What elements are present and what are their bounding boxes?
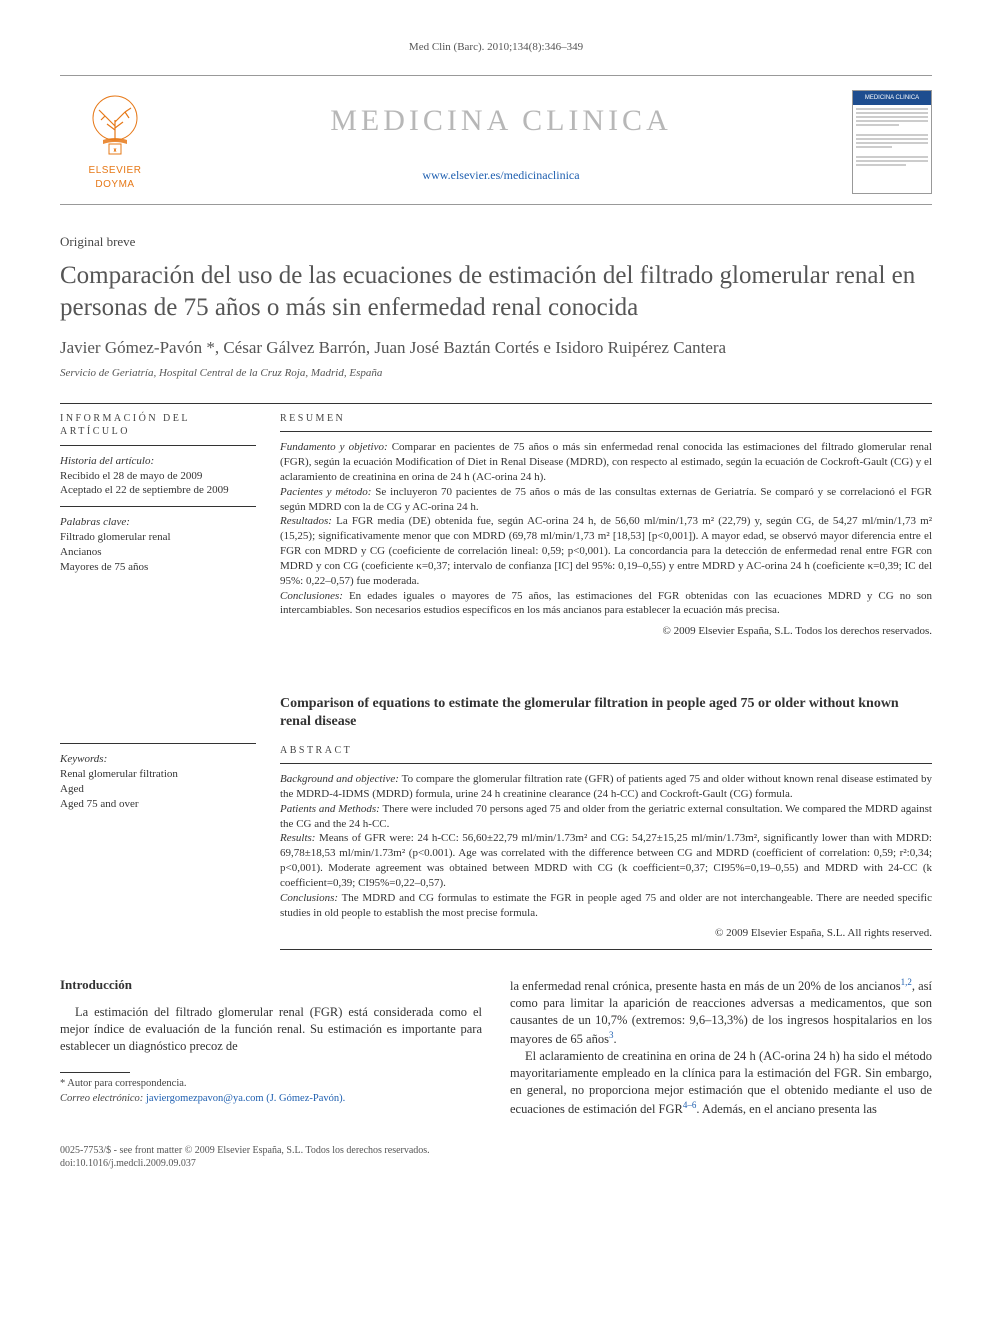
footnote-email-label: Correo electrónico: — [60, 1093, 143, 1104]
history-label: Historia del artículo: — [60, 455, 154, 467]
masthead: ♜ ELSEVIER DOYMA MEDICINA CLINICA www.el… — [60, 75, 932, 205]
keywords-block: Keywords: Renal glomerular filtration Ag… — [60, 744, 256, 819]
intro-col1-p1: La estimación del filtrado glomerular re… — [60, 1004, 482, 1055]
resumen-p3-lead: Resultados: — [280, 515, 332, 527]
received-date: Recibido el 28 de mayo de 2009 — [60, 470, 202, 482]
intro-heading: Introducción — [60, 976, 482, 994]
intro-col2-p2b: . Además, en el anciano presenta las — [696, 1102, 877, 1116]
publisher-name-bottom: DOYMA — [95, 179, 134, 190]
abstract-label: ABSTRACT — [280, 736, 932, 764]
keywords-label: Keywords: — [60, 753, 107, 765]
elsevier-tree-icon: ♜ — [85, 92, 145, 162]
english-title: Comparison of equations to estimate the … — [280, 695, 932, 731]
resumen-body: Fundamento y objetivo: Comparar en pacie… — [280, 432, 932, 647]
abs-p2-lead: Patients and Methods: — [280, 803, 380, 815]
footer-doi: doi:10.1016/j.medcli.2009.09.037 — [60, 1158, 196, 1169]
palabras-clave: Palabras clave: Filtrado glomerular rena… — [60, 507, 256, 582]
english-info-row: Keywords: Renal glomerular filtration Ag… — [60, 673, 932, 950]
journal-cover-thumbnail: MEDICINA CLINICA — [852, 90, 932, 194]
accepted-date: Aceptado el 22 de septiembre de 2009 — [60, 484, 229, 496]
resumen-copyright: © 2009 Elsevier España, S.L. Todos los d… — [280, 624, 932, 639]
affiliation: Servicio de Geriatría, Hospital Central … — [60, 366, 932, 381]
resumen-label: RESUMEN — [280, 404, 932, 432]
intro-col2-p1a: la enfermedad renal crónica, presente ha… — [510, 979, 901, 993]
resumen-p2: Se incluyeron 70 pacientes de 75 años o … — [280, 486, 932, 513]
footer-meta: 0025-7753/$ - see front matter © 2009 El… — [60, 1144, 932, 1170]
abs-p3-lead: Results: — [280, 832, 315, 844]
cover-label: MEDICINA CLINICA — [853, 91, 931, 105]
footer-line1: 0025-7753/$ - see front matter © 2009 El… — [60, 1145, 430, 1156]
resumen-p4: En edades iguales o mayores de 75 años, … — [280, 590, 932, 617]
authors: Javier Gómez-Pavón *, César Gálvez Barró… — [60, 337, 932, 360]
resumen-p4-lead: Conclusiones: — [280, 590, 343, 602]
keyword-2: Aged — [60, 783, 84, 795]
abs-p1-lead: Background and objective: — [280, 773, 399, 785]
palabra-2: Ancianos — [60, 546, 102, 558]
info-label: INFORMACIÓN DEL ARTÍCULO — [60, 404, 256, 445]
body-col-right: la enfermedad renal crónica, presente ha… — [510, 976, 932, 1117]
body-columns: Introducción La estimación del filtrado … — [60, 976, 932, 1117]
keyword-1: Renal glomerular filtration — [60, 768, 178, 780]
publisher-logo: ♜ ELSEVIER DOYMA — [60, 92, 170, 191]
abs-p3: Means of GFR were: 24 h-CC: 56,60±22,79 … — [280, 832, 932, 889]
resumen-p2-lead: Pacientes y método: — [280, 486, 371, 498]
article-history: Historia del artículo: Recibido el 28 de… — [60, 446, 256, 507]
journal-url[interactable]: www.elsevier.es/medicinaclinica — [170, 167, 832, 183]
palabra-3: Mayores de 75 años — [60, 561, 148, 573]
journal-name: MEDICINA CLINICA — [170, 101, 832, 142]
palabra-1: Filtrado glomerular renal — [60, 531, 171, 543]
svg-text:♜: ♜ — [113, 148, 117, 154]
ref-link-1-2[interactable]: 1,2 — [901, 977, 912, 987]
resumen-p1-lead: Fundamento y objetivo: — [280, 441, 388, 453]
article-title: Comparación del uso de las ecuaciones de… — [60, 260, 932, 323]
keyword-3: Aged 75 and over — [60, 798, 139, 810]
footnote-separator — [60, 1072, 130, 1073]
footnote-email[interactable]: javiergomezpavon@ya.com (J. Gómez-Pavón)… — [146, 1093, 345, 1104]
publisher-name-top: ELSEVIER — [89, 165, 142, 176]
footnote-marker: * Autor para correspondencia. — [60, 1078, 187, 1089]
corresponding-author-note: * Autor para correspondencia. Correo ele… — [60, 1077, 482, 1105]
resumen-p3: La FGR media (DE) obtenida fue, según AC… — [280, 515, 932, 586]
article-info-row: INFORMACIÓN DEL ARTÍCULO Historia del ar… — [60, 403, 932, 647]
abstract-copyright: © 2009 Elsevier España, S.L. All rights … — [280, 926, 932, 941]
citation: Med Clin (Barc). 2010;134(8):346–349 — [60, 40, 932, 55]
ref-link-4-6[interactable]: 4–6 — [683, 1100, 697, 1110]
abstract-body: Background and objective: To compare the… — [280, 764, 932, 949]
body-col-left: Introducción La estimación del filtrado … — [60, 976, 482, 1117]
palabras-label: Palabras clave: — [60, 516, 130, 528]
intro-col2-p1c: . — [613, 1032, 616, 1046]
article-type: Original breve — [60, 233, 932, 251]
abs-p4: The MDRD and CG formulas to estimate the… — [280, 892, 932, 919]
abs-p4-lead: Conclusions: — [280, 892, 338, 904]
